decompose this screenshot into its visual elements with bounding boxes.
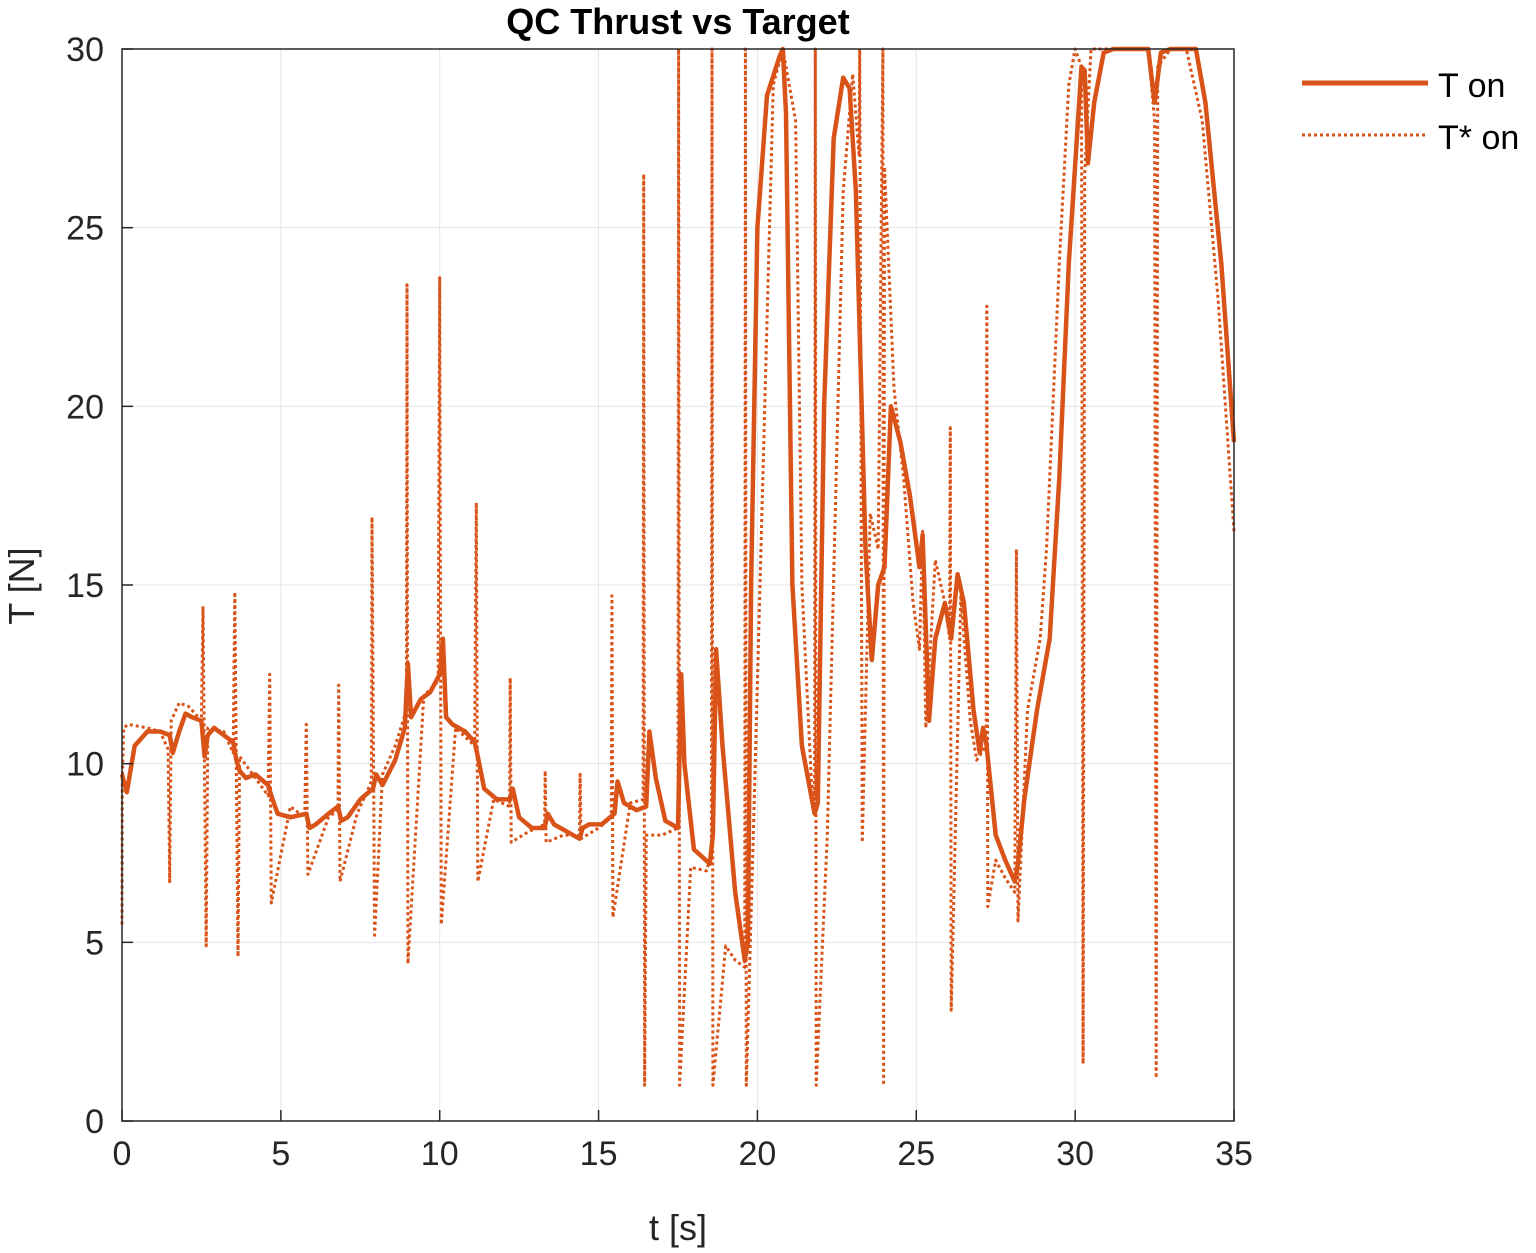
x-tick-label: 10	[421, 1135, 459, 1173]
x-tick-label: 35	[1215, 1135, 1253, 1173]
y-tick-label: 20	[66, 388, 104, 426]
series-line-t-on	[119, 46, 1237, 963]
x-tick-label: 15	[580, 1135, 618, 1173]
x-tick-label: 25	[897, 1135, 935, 1173]
y-tick-label: 15	[66, 567, 104, 605]
series-line-t-star-on	[120, 47, 1236, 1087]
x-tick-label: 30	[1056, 1135, 1094, 1173]
y-tick-label: 0	[85, 1103, 104, 1141]
y-ticks: 0 5 10 15 20 25 30	[66, 31, 133, 1141]
y-tick-label: 25	[66, 210, 104, 248]
legend-label-t-star-on: T* on	[1438, 119, 1519, 157]
legend: T on T* on	[1302, 67, 1519, 157]
series-layer	[119, 46, 1237, 1087]
x-tick-label: 0	[113, 1135, 132, 1173]
y-tick-label: 10	[66, 746, 104, 784]
legend-label-t-on: T on	[1438, 67, 1505, 105]
y-axis-label: T [N]	[1, 547, 42, 624]
x-tick-label: 20	[739, 1135, 777, 1173]
y-tick-label: 30	[66, 31, 104, 69]
chart-title: QC Thrust vs Target	[506, 1, 849, 42]
y-tick-label: 5	[85, 924, 104, 962]
x-axis-label: t [s]	[649, 1207, 707, 1248]
x-tick-label: 5	[271, 1135, 290, 1173]
x-ticks: 0 5 10 15 20 25 30 35	[113, 1110, 1253, 1173]
